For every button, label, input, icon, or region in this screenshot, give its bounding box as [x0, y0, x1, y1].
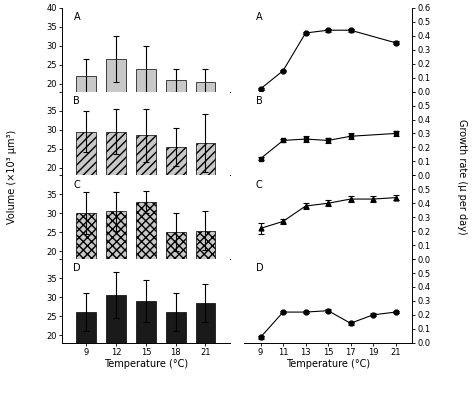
Bar — [76, 132, 96, 244]
Bar — [166, 147, 186, 244]
Text: C: C — [255, 180, 262, 190]
Text: Growth rate (μ per day): Growth rate (μ per day) — [457, 119, 467, 235]
Text: C: C — [73, 180, 80, 190]
Bar — [136, 202, 156, 327]
Text: B: B — [255, 96, 262, 106]
Bar — [166, 232, 186, 327]
Text: A: A — [73, 12, 80, 22]
Bar — [76, 76, 96, 160]
Text: D: D — [255, 263, 263, 273]
Bar — [136, 69, 156, 160]
Bar — [106, 59, 126, 160]
Text: A: A — [255, 12, 262, 22]
Bar — [166, 312, 186, 394]
Text: D: D — [73, 263, 81, 273]
Bar — [76, 214, 96, 327]
Bar — [196, 82, 215, 160]
X-axis label: Temperature (°C): Temperature (°C) — [286, 359, 370, 370]
Bar — [166, 80, 186, 160]
X-axis label: Temperature (°C): Temperature (°C) — [104, 359, 188, 370]
Text: Volume (×10³ μm³): Volume (×10³ μm³) — [7, 130, 17, 225]
Text: B: B — [73, 96, 80, 106]
Bar — [106, 132, 126, 244]
Bar — [106, 212, 126, 327]
Bar — [196, 303, 215, 394]
Bar — [136, 301, 156, 394]
Bar — [106, 295, 126, 394]
Bar — [196, 230, 215, 327]
Bar — [136, 136, 156, 244]
Bar — [196, 143, 215, 244]
Bar — [76, 312, 96, 394]
